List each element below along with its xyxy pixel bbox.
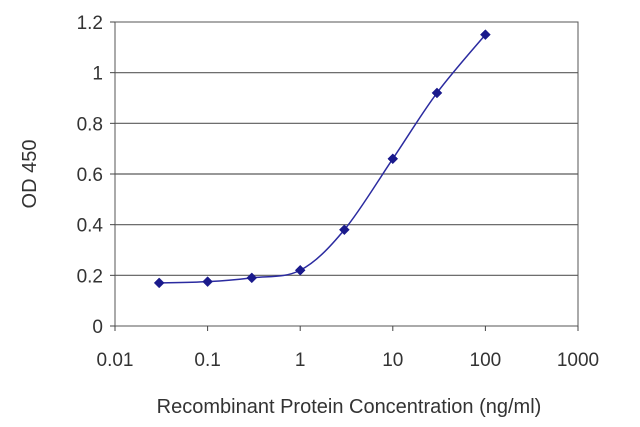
- data-point-marker: [294, 264, 306, 276]
- data-point-marker: [339, 224, 350, 236]
- y-axis-title: OD 450: [19, 140, 41, 209]
- x-tick-label: 10: [382, 350, 403, 371]
- x-tick-label: 0.01: [97, 350, 134, 371]
- x-axis-title: Recombinant Protein Concentration (ng/ml…: [157, 396, 542, 418]
- y-axis-ticks: 0 0.2 0.4 0.6 0.8 1 1.2: [77, 13, 115, 338]
- series-line: [159, 34, 486, 284]
- x-axis-ticks: 0.01 0.1 1 10 100 1000: [97, 326, 599, 371]
- series-layer: [159, 34, 486, 284]
- y-tick-label: 0: [92, 317, 103, 338]
- y-tick-label: 1: [92, 64, 103, 85]
- data-point-marker: [246, 272, 258, 284]
- data-point-marker: [153, 277, 165, 289]
- y-tick-label: 0.4: [77, 216, 104, 237]
- y-tick-label: 1.2: [77, 13, 103, 34]
- x-tick-label: 0.1: [194, 350, 220, 371]
- data-point-marker: [387, 153, 399, 165]
- y-tick-label: 0.6: [77, 165, 103, 186]
- x-tick-label: 1000: [557, 350, 599, 371]
- x-tick-label: 1: [295, 350, 306, 371]
- marker-layer: [153, 29, 491, 289]
- data-point-marker: [202, 276, 213, 288]
- data-point-marker: [480, 29, 491, 41]
- y-tick-label: 0.8: [77, 114, 103, 135]
- data-point-marker: [431, 87, 443, 99]
- grid-lines: [115, 72, 578, 276]
- x-tick-label: 100: [470, 350, 502, 371]
- y-tick-label: 0.2: [77, 266, 103, 287]
